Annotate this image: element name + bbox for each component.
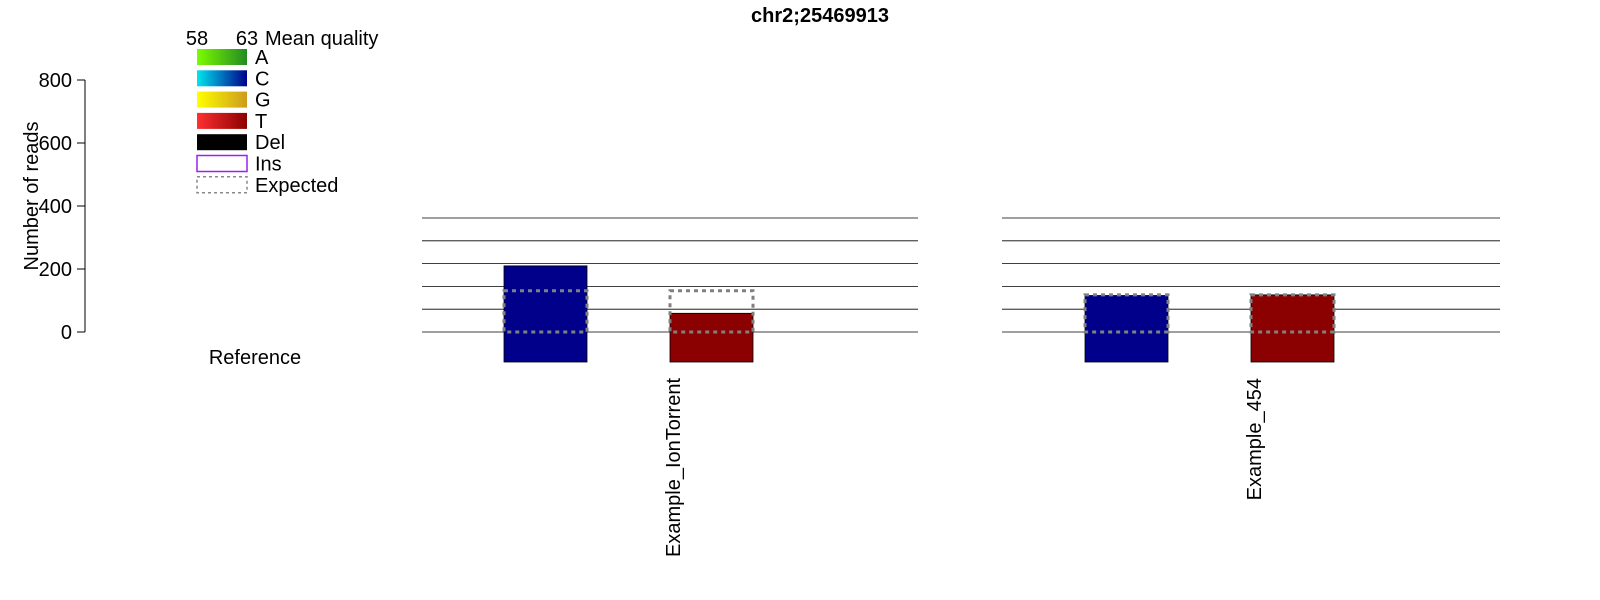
legend-scale-title: Mean quality xyxy=(265,28,378,50)
chart-panels: Example_IonTorrent Example_454 xyxy=(422,217,1500,557)
expected-box-t xyxy=(1249,293,1336,334)
y-axis-label: Number of reads xyxy=(21,122,43,271)
y-axis: 0 200 400 600 800 Number of reads xyxy=(21,70,86,344)
y-axis-ticks: 0 200 400 600 800 xyxy=(39,70,85,344)
bar-t xyxy=(1250,294,1335,363)
y-tick-label: 600 xyxy=(39,133,72,155)
legend-swatch-g xyxy=(197,91,247,108)
legend-label-t: T xyxy=(255,111,267,133)
expected-box-t xyxy=(668,289,755,334)
reference-label: Reference xyxy=(209,347,301,369)
legend-label-a: A xyxy=(255,47,269,69)
bar-c xyxy=(503,265,588,363)
legend-swatch-t xyxy=(197,112,247,129)
legend-scale-min: 58 xyxy=(186,28,208,50)
expected-box-c xyxy=(1083,293,1170,334)
y-tick-label: 200 xyxy=(39,259,72,281)
expected-box-c xyxy=(502,289,589,334)
legend-scale-max: 63 xyxy=(236,28,258,50)
legend-swatch-a xyxy=(197,49,247,65)
legend-swatch-ins xyxy=(196,154,248,173)
y-tick-label: 800 xyxy=(39,70,72,92)
y-tick-label: 400 xyxy=(39,196,72,218)
sample-panel: Example_454 xyxy=(1002,217,1500,500)
sample-panel: Example_IonTorrent xyxy=(422,217,918,557)
legend-label-c: C xyxy=(255,68,269,90)
legend-label-g: G xyxy=(255,90,271,112)
bar-t xyxy=(669,312,754,363)
legend-label-ins: Ins xyxy=(255,154,282,176)
legend-label-del: Del xyxy=(255,132,285,154)
legend-label-expected: Expected xyxy=(255,175,338,197)
chart-title: chr2;25469913 xyxy=(751,5,889,27)
bar-c xyxy=(1084,295,1169,363)
legend-swatch-c xyxy=(197,70,247,87)
sample-name-label: Example_IonTorrent xyxy=(663,378,685,557)
sample-name-label: Example_454 xyxy=(1244,378,1266,500)
y-tick-label: 0 xyxy=(61,322,72,344)
legend-swatch-del xyxy=(197,134,247,151)
legend-swatch-expected xyxy=(196,176,248,194)
